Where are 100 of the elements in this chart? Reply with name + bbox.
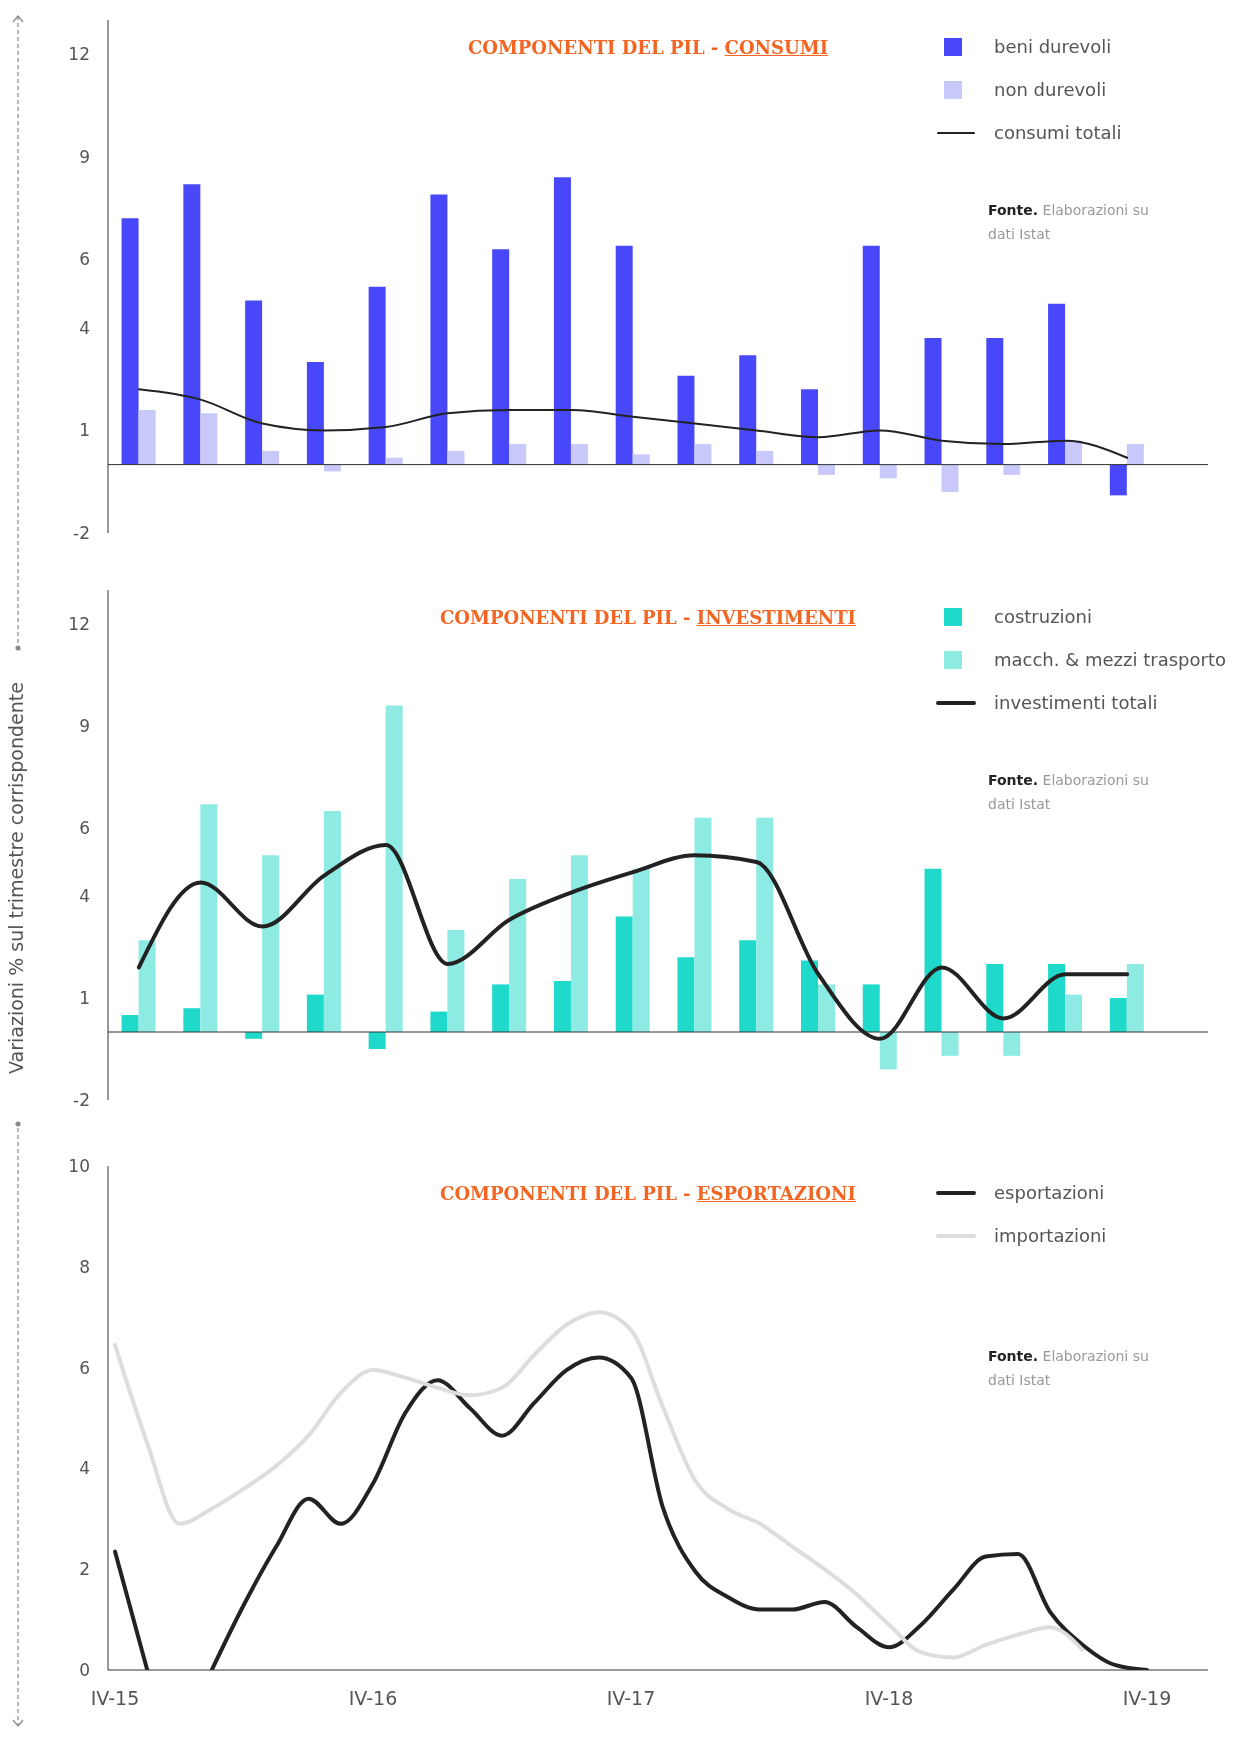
- bar: [509, 879, 527, 1032]
- bar: [306, 994, 324, 1032]
- bar: [694, 817, 712, 1032]
- bar: [262, 450, 280, 465]
- bar: [121, 218, 139, 465]
- legend-label: non durevoli: [994, 79, 1107, 100]
- y-tick-label: 6: [79, 1357, 90, 1378]
- bar: [1126, 964, 1144, 1032]
- bar: [200, 804, 218, 1032]
- annotation: Fonte. Elaborazioni su dati Istat: [988, 1347, 1150, 1390]
- bar: [924, 868, 942, 1032]
- bar: [262, 855, 280, 1032]
- y-tick-label: 6: [79, 249, 90, 270]
- y-tick-label: 0: [79, 1660, 90, 1681]
- bar: [138, 409, 156, 465]
- bar: [739, 940, 757, 1032]
- bar: [879, 464, 897, 479]
- bar: [694, 444, 712, 465]
- bar: [306, 362, 324, 465]
- bar: [1065, 994, 1083, 1032]
- bar: [183, 1008, 201, 1032]
- bar: [862, 984, 880, 1032]
- legend-label: importazioni: [994, 1225, 1107, 1246]
- bar: [1048, 303, 1066, 465]
- bar: [509, 444, 527, 465]
- y-tick-label: 4: [79, 886, 90, 907]
- bar: [492, 249, 510, 465]
- legend-label: consumi totali: [994, 122, 1122, 143]
- bar: [138, 940, 156, 1032]
- x-tick-label: IV-19: [1122, 1687, 1172, 1710]
- line-series: [137, 388, 1129, 459]
- bar: [615, 916, 633, 1032]
- bar: [430, 1011, 448, 1032]
- bar: [553, 981, 571, 1032]
- legend-label: esportazioni: [994, 1182, 1105, 1203]
- bar: [818, 464, 835, 475]
- text: COMPONENTI DEL PIL - INVESTIMENTI: [439, 607, 857, 628]
- bar: [385, 705, 403, 1032]
- bar: [447, 450, 465, 465]
- y-tick-label: -2: [73, 1090, 90, 1111]
- bar: [245, 300, 263, 465]
- bar: [986, 964, 1004, 1032]
- bar: [756, 450, 774, 465]
- bar: [1109, 464, 1127, 496]
- bar: [801, 389, 818, 465]
- x-tick-label: IV-15: [90, 1687, 140, 1710]
- bar: [368, 1032, 386, 1049]
- y-tick-label: 12: [68, 614, 90, 635]
- bar: [1003, 1032, 1021, 1056]
- bar: [183, 184, 201, 465]
- bar: [632, 454, 650, 465]
- bar: [368, 286, 386, 465]
- text: COMPONENTI DEL PIL - CONSUMI: [467, 37, 829, 58]
- bar: [492, 984, 510, 1032]
- bar: [447, 930, 465, 1032]
- bar: [553, 177, 571, 465]
- y-tick-label: 2: [79, 1559, 90, 1580]
- legend-label: macch. & mezzi trasporto: [994, 649, 1226, 670]
- annotation: Fonte. Elaborazioni su dati Istat: [988, 201, 1150, 244]
- bar: [1065, 440, 1083, 465]
- bar: [121, 1015, 139, 1032]
- legend-label: investimenti totali: [994, 692, 1158, 713]
- bar: [1109, 998, 1127, 1032]
- annotation: Fonte. Elaborazioni su dati Istat: [988, 771, 1150, 814]
- y-tick-label: 8: [79, 1256, 90, 1277]
- y-tick-label: 6: [79, 818, 90, 839]
- x-tick-label: IV-17: [606, 1687, 656, 1710]
- bar: [739, 355, 757, 465]
- bar: [801, 960, 818, 1032]
- line-series: [136, 843, 1130, 1041]
- text: COMPONENTI DEL PIL - ESPORTAZIONI: [440, 1183, 856, 1204]
- bar: [756, 817, 774, 1032]
- bar: [924, 338, 942, 465]
- y-tick-label: 9: [79, 716, 90, 737]
- bar: [632, 868, 650, 1032]
- bar: [615, 245, 633, 465]
- bar: [570, 444, 588, 465]
- y-tick-label: -2: [73, 523, 90, 544]
- y-tick-label: 9: [79, 146, 90, 167]
- x-tick-label: IV-16: [348, 1687, 398, 1710]
- y-tick-label: 12: [68, 44, 90, 65]
- bar: [862, 245, 880, 465]
- y-tick-label: 4: [79, 317, 90, 338]
- y-tick-label: 1: [79, 988, 90, 1009]
- bar: [1126, 444, 1144, 465]
- bar: [200, 413, 218, 465]
- bar: [986, 338, 1004, 465]
- bar: [1048, 964, 1066, 1032]
- bar: [570, 855, 588, 1032]
- bar: [323, 811, 341, 1032]
- bar: [430, 194, 448, 465]
- y-tick-label: 1: [79, 420, 90, 441]
- bar: [677, 375, 695, 465]
- x-tick-label: IV-18: [864, 1687, 914, 1710]
- y-tick-label: 10: [68, 1156, 90, 1177]
- bar: [941, 1032, 959, 1056]
- bar: [677, 957, 695, 1032]
- bar: [941, 464, 959, 492]
- y-axis-title: Variazioni % sul trimestre corrispondente: [5, 682, 27, 1074]
- y-tick-label: 4: [79, 1458, 90, 1479]
